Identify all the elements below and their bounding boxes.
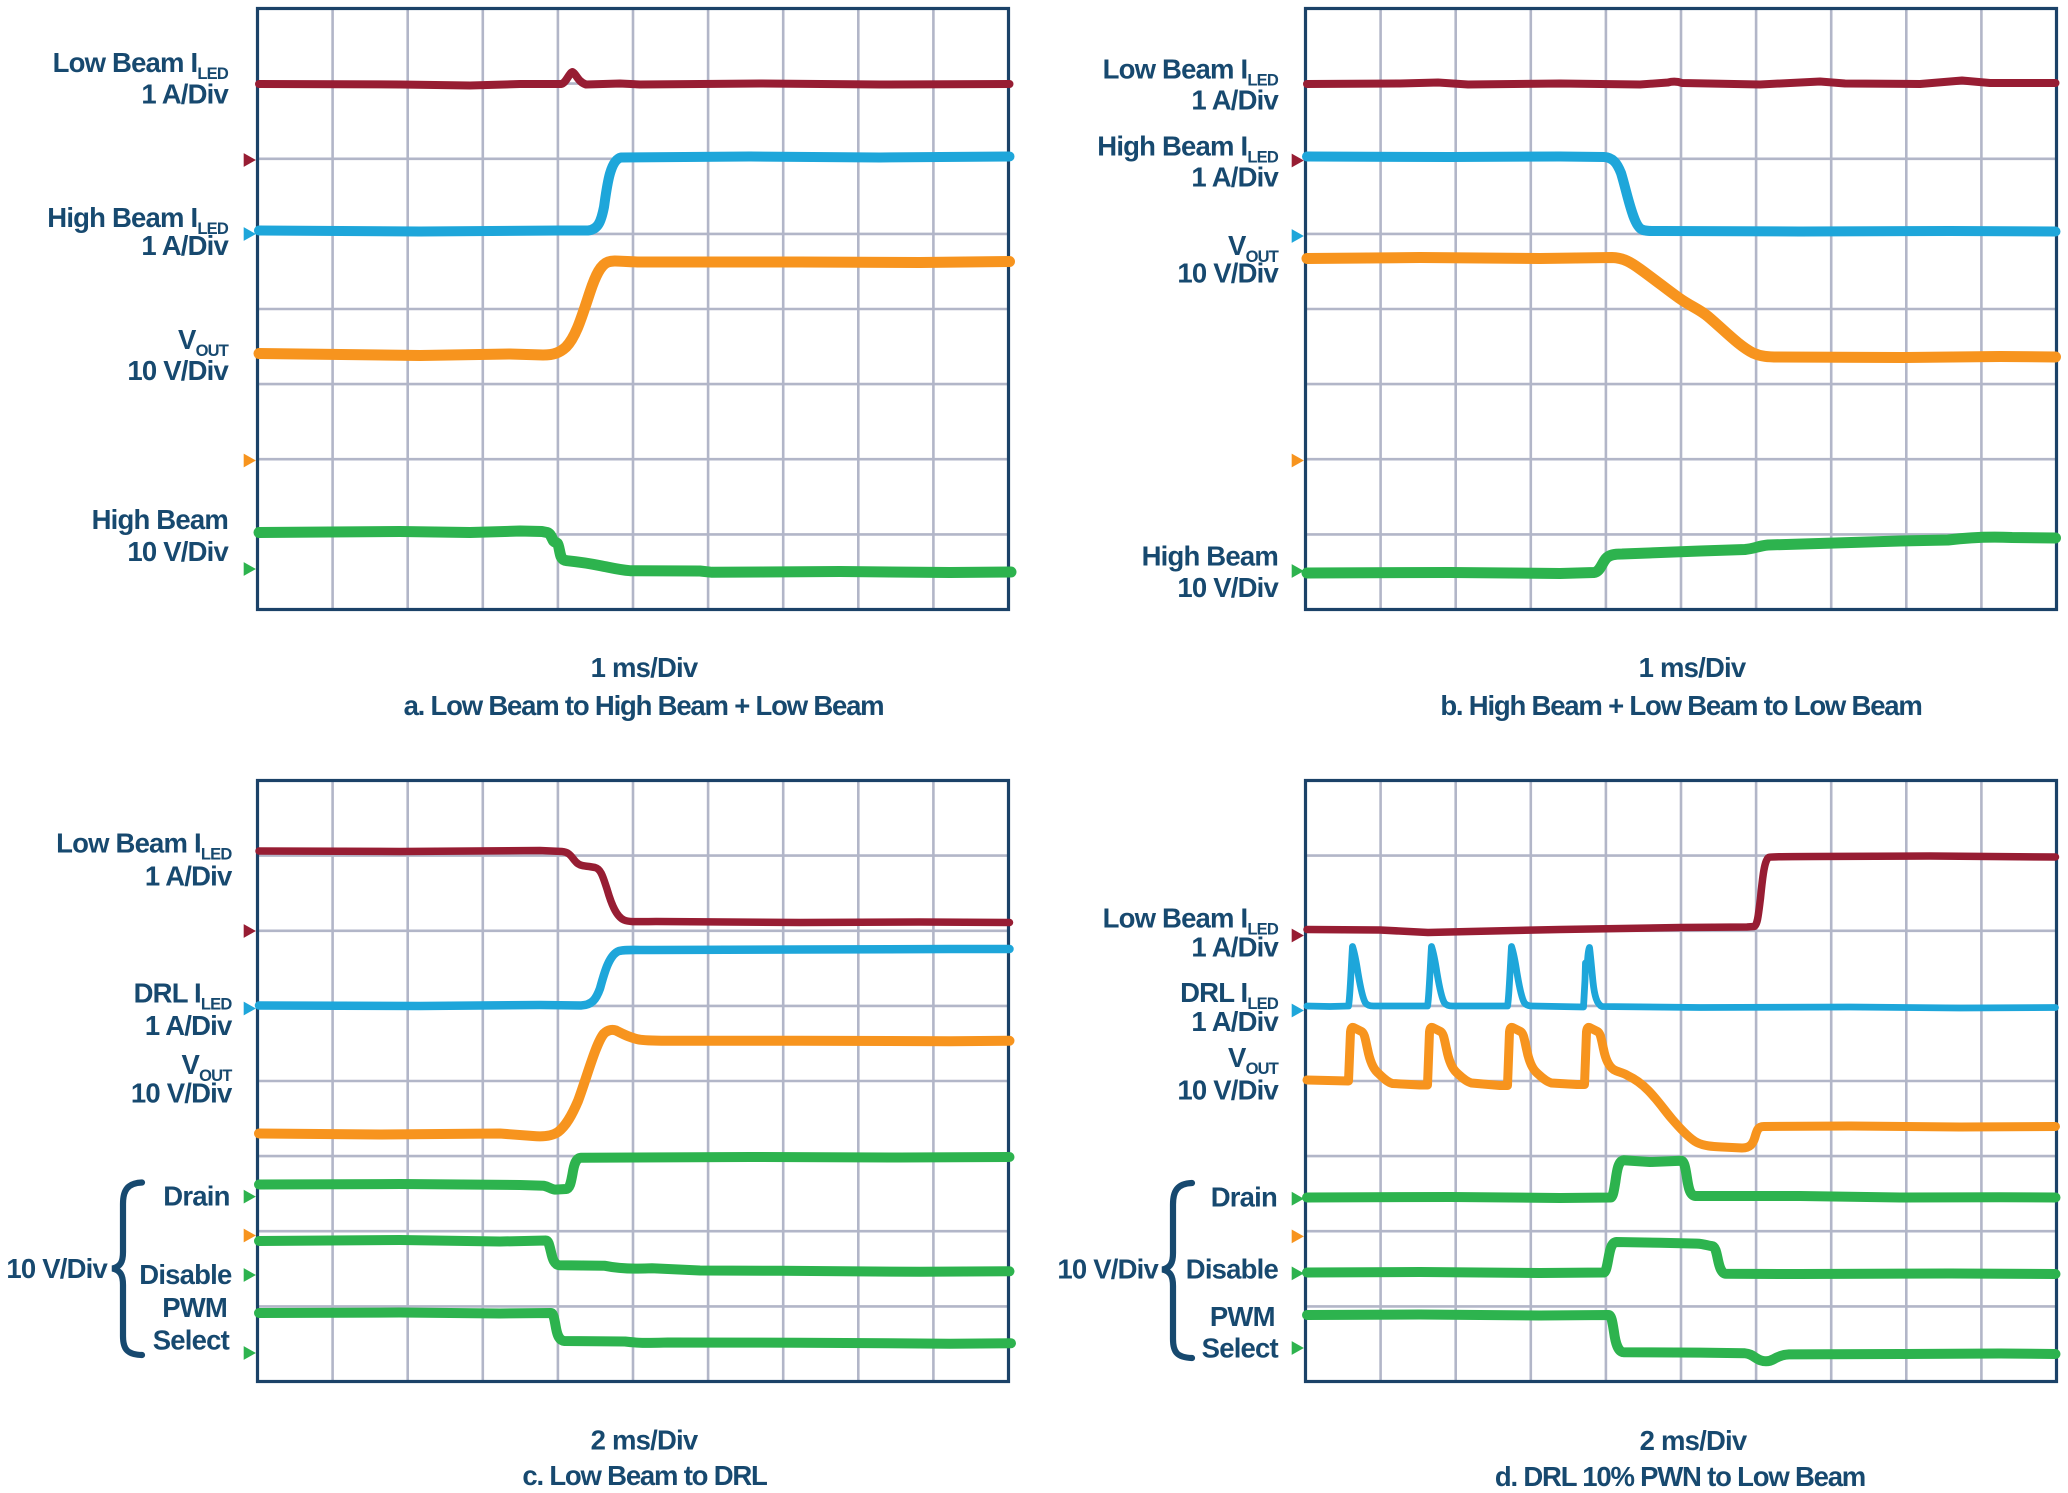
svg-text:1 A/Div: 1 A/Div — [1191, 85, 1279, 116]
svg-text:Drain: Drain — [1211, 1181, 1277, 1212]
svg-text:2 ms/Div: 2 ms/Div — [591, 1425, 699, 1456]
svg-text:1 A/Div: 1 A/Div — [141, 230, 229, 261]
svg-text:PWM: PWM — [162, 1292, 227, 1323]
svg-text:High Beam: High Beam — [92, 504, 228, 535]
svg-text:1 ms/Div: 1 ms/Div — [591, 652, 699, 683]
svg-text:10 V/Div: 10 V/Div — [6, 1253, 108, 1284]
svg-text:1 A/Div: 1 A/Div — [1191, 931, 1279, 962]
svg-text:10 V/Div: 10 V/Div — [1177, 1075, 1279, 1106]
svg-text:Select: Select — [153, 1325, 230, 1356]
svg-text:1 A/Div: 1 A/Div — [145, 860, 233, 891]
svg-text:1 A/Div: 1 A/Div — [145, 1010, 233, 1041]
svg-text:2 ms/Div: 2 ms/Div — [1640, 1425, 1748, 1456]
svg-text:10 V/Div: 10 V/Div — [1177, 258, 1279, 289]
svg-text:Disable: Disable — [139, 1259, 232, 1290]
svg-text:10 V/Div: 10 V/Div — [131, 1078, 233, 1109]
svg-text:Drain: Drain — [163, 1180, 229, 1211]
svg-text:1 A/Div: 1 A/Div — [1191, 162, 1279, 193]
svg-text:Select: Select — [1202, 1332, 1279, 1363]
svg-text:c. Low Beam to DRL: c. Low Beam to DRL — [522, 1460, 767, 1491]
svg-text:PWM: PWM — [1210, 1301, 1275, 1332]
svg-text:1 A/Div: 1 A/Div — [1191, 1006, 1279, 1037]
svg-text:1 ms/Div: 1 ms/Div — [1639, 652, 1747, 683]
svg-text:1 A/Div: 1 A/Div — [141, 79, 229, 110]
svg-text:10 V/Div: 10 V/Div — [1057, 1254, 1159, 1285]
svg-text:Disable: Disable — [1186, 1254, 1279, 1285]
svg-text:High Beam: High Beam — [1142, 541, 1278, 572]
svg-text:b. High Beam + Low Beam to Low: b. High Beam + Low Beam to Low Beam — [1440, 690, 1921, 721]
svg-text:10 V/Div: 10 V/Div — [1177, 572, 1279, 603]
svg-text:a. Low Beam to High Beam + Low: a. Low Beam to High Beam + Low Beam — [404, 690, 884, 721]
svg-text:10 V/Div: 10 V/Div — [127, 536, 229, 567]
svg-text:d. DRL 10% PWN to Low Beam: d. DRL 10% PWN to Low Beam — [1495, 1461, 1865, 1492]
svg-text:10 V/Div: 10 V/Div — [127, 355, 229, 386]
